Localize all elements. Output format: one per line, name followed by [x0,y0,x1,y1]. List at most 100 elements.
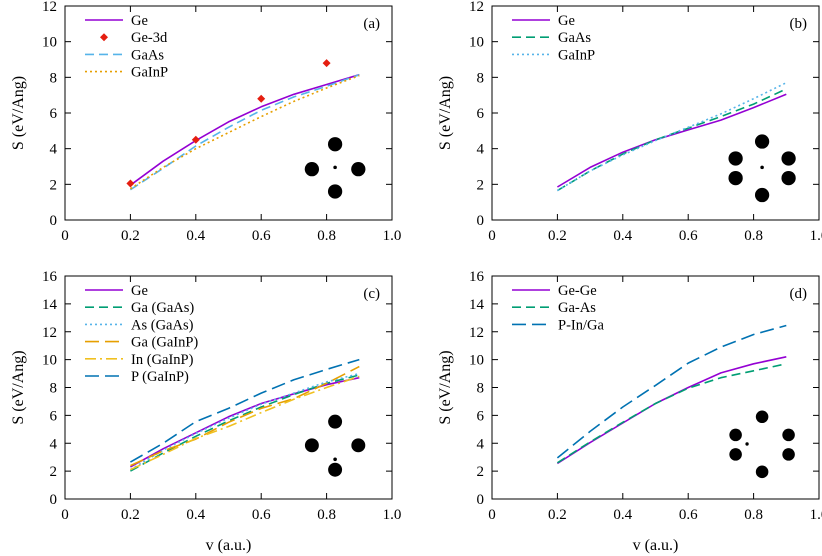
x-tick-label: 0.4 [186,507,205,523]
x-axis-label: v (a.u.) [206,537,252,554]
legend-label: Ge-3d [131,30,168,46]
atom-marker [351,438,366,453]
y-tick-label: 12 [42,0,57,15]
atom-marker [754,187,770,203]
series-line [556,324,787,459]
series-line [130,358,360,463]
y-tick-label: 10 [42,353,57,369]
panel-label: (c) [363,286,380,302]
series-line [130,375,360,471]
x-tick-label: 0.2 [121,507,140,523]
y-tick-label: 4 [477,142,485,158]
series-line [556,81,787,192]
y-tick-label: 0 [50,492,58,508]
legend-label: GaInP [558,47,595,63]
legend-label: Ge [131,283,148,299]
legend-label: GaAs [558,30,591,46]
y-tick-label: 8 [477,70,485,86]
y-tick-label: 8 [477,381,485,397]
y-tick-label: 4 [477,436,485,452]
atom-marker [304,162,320,177]
x-tick-label: 0.4 [186,228,205,244]
y-tick-label: 2 [477,177,485,193]
y-tick-label: 2 [477,464,485,480]
legend-label: In (GaInP) [131,352,194,368]
y-tick-label: 0 [50,213,58,229]
x-tick-label: 0 [61,507,69,523]
y-tick-label: 2 [50,464,58,480]
y-tick-label: 0 [477,492,485,508]
atom-marker [327,137,343,152]
x-tick-label: 0.8 [744,507,763,523]
plot-frame [64,5,393,221]
x-tick-label: 1.0 [810,507,822,523]
x-tick-label: 0.4 [613,507,632,523]
x-axis-label: v (a.u.) [633,537,679,554]
atom-marker [728,170,743,186]
x-tick-label: 0.2 [548,228,567,244]
x-tick-label: 0.6 [679,228,698,244]
x-tick-label: 1.0 [383,507,402,523]
x-tick-label: 0.2 [121,228,140,244]
y-tick-label: 0 [477,213,485,229]
x-tick-label: 0 [488,228,496,244]
legend-swatch [100,33,108,42]
legend-label: P-In/Ga [558,317,604,333]
x-tick-label: 0.8 [317,228,336,244]
panel-c: 0 0.2 0.4 0.6 0.8 1.0 0 2 4 6 8 10 12 14 16 S (eV/Ang) v… [10,269,401,554]
y-tick-label: 12 [42,325,57,341]
y-axis-label: S (eV/Ang) [437,350,454,424]
y-tick-label: 8 [50,70,58,86]
series-line [556,363,787,464]
series-line [130,365,360,467]
atom-marker [782,448,795,461]
y-tick-label: 16 [42,269,58,285]
series-line [130,374,360,472]
atom-marker [327,184,343,199]
x-tick-label: 0 [488,507,496,523]
atom-marker [781,170,796,186]
plot-frame [491,5,820,221]
y-tick-label: 14 [42,297,58,313]
y-tick-label: 8 [50,381,58,397]
legend-label: Ga (GaInP) [131,335,198,351]
legend-label: GaAs [131,47,164,63]
atom-marker [754,134,770,149]
atom-marker [760,165,764,170]
atom-marker [729,428,742,442]
atom-marker [328,462,343,477]
atom-marker [351,162,366,177]
atom-marker [333,457,337,462]
series-line [556,356,787,465]
atom-marker [729,448,742,461]
y-tick-label: 6 [477,106,485,122]
legend-label: Ge [558,13,575,29]
x-tick-label: 0.6 [252,507,271,523]
legend-label: As (GaAs) [131,317,194,333]
y-axis-label: S (eV/Ang) [10,76,27,150]
data-point [191,135,200,144]
x-tick-label: 1.0 [810,228,822,244]
y-tick-label: 6 [50,408,58,424]
y-tick-label: 12 [469,0,484,15]
atom-marker [755,410,769,424]
panel-label: (b) [790,16,808,32]
atom-marker [782,428,795,442]
y-tick-label: 4 [50,436,58,452]
panel-d: 0 0.2 0.4 0.6 0.8 1.0 0 2 4 6 8 10 12 14 16 S (eV/Ang) v… [437,269,822,554]
x-tick-label: 0.6 [252,228,271,244]
atom-marker [304,438,319,453]
atom-marker [333,165,337,170]
legend-label: GaInP [131,65,168,81]
y-tick-label: 4 [50,142,58,158]
series-line [129,73,360,191]
y-axis-label: S (eV/Ang) [10,350,27,424]
y-tick-label: 6 [50,106,58,122]
x-tick-label: 0.4 [613,228,632,244]
panel-label: (a) [363,16,380,32]
panel-b: 0 0.2 0.4 0.6 0.8 1.0 0 2 4 6 8 10 12 S (eV/Ang) (b) Ge… [437,0,822,244]
panel-a: 0 0.2 0.4 0.6 0.8 1.0 0 2 4 6 8 10 12 S (eV/Ang) (a) Ge… [10,0,401,244]
y-tick-label: 10 [42,35,57,51]
y-tick-label: 6 [477,408,485,424]
